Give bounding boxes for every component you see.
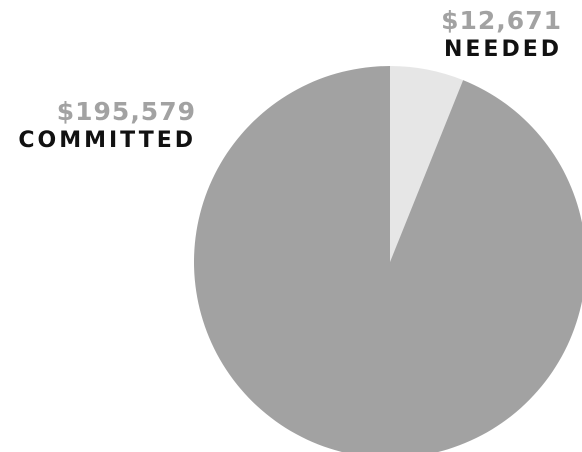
needed-caption-label: NEEDED	[443, 37, 562, 62]
needed-label-group: $12,671 NEEDED	[441, 8, 562, 61]
pie-slice-needed	[390, 66, 464, 262]
pie-slice-committed	[194, 66, 582, 452]
committed-caption-label: COMMITTED	[18, 128, 196, 153]
committed-label-group: $195,579 COMMITTED	[18, 99, 196, 152]
needed-amount-label: $12,671	[441, 6, 562, 35]
committed-amount-label: $195,579	[56, 97, 196, 126]
